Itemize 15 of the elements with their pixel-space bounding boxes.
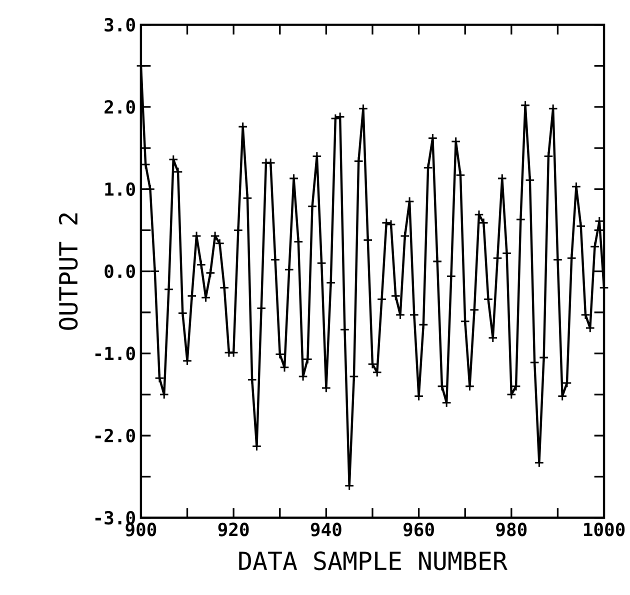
y-tick-label: 2.0	[104, 100, 135, 114]
x-axis-title: DATA SAMPLE NUMBER	[239, 551, 508, 570]
x-tick-label: 900	[126, 522, 156, 536]
x-tick-label: 1000	[584, 522, 625, 536]
y-tick-label: 0.0	[104, 264, 135, 278]
x-tick-label: 960	[404, 522, 434, 536]
y-tick-label: -2.0	[95, 428, 135, 442]
y-tick-label: -1.0	[95, 346, 135, 360]
x-tick-label: 920	[218, 522, 249, 536]
y-tick-label: 1.0	[105, 182, 135, 196]
y-tick-label: 3.0	[104, 18, 135, 32]
y-tick-label: -3.0	[95, 510, 135, 525]
x-tick-label: 940	[310, 522, 342, 536]
y-axis-title: OUTPUT 2	[58, 213, 78, 330]
x-tick-label: 980	[496, 522, 527, 536]
